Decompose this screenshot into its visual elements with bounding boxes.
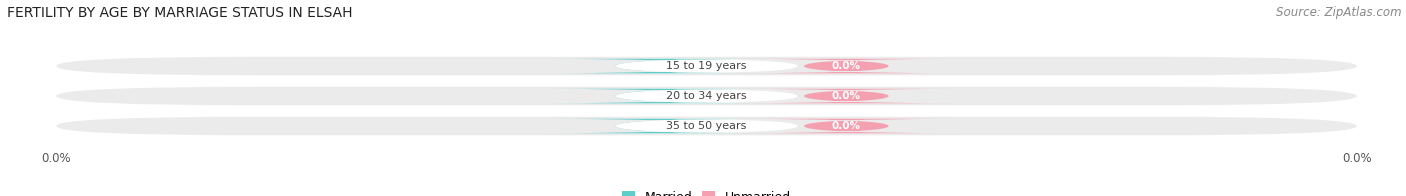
Text: 20 to 34 years: 20 to 34 years <box>666 91 747 101</box>
Text: 35 to 50 years: 35 to 50 years <box>666 121 747 131</box>
FancyBboxPatch shape <box>543 59 773 73</box>
FancyBboxPatch shape <box>616 119 797 133</box>
FancyBboxPatch shape <box>731 89 962 103</box>
Text: 0.0%: 0.0% <box>832 91 860 101</box>
FancyBboxPatch shape <box>56 117 1357 135</box>
FancyBboxPatch shape <box>616 89 797 103</box>
Text: 0.0%: 0.0% <box>832 121 860 131</box>
Text: 0.0%: 0.0% <box>643 61 672 71</box>
Text: 0.0%: 0.0% <box>643 91 672 101</box>
Legend: Married, Unmarried: Married, Unmarried <box>621 191 792 196</box>
FancyBboxPatch shape <box>616 59 797 73</box>
Text: FERTILITY BY AGE BY MARRIAGE STATUS IN ELSAH: FERTILITY BY AGE BY MARRIAGE STATUS IN E… <box>7 6 353 20</box>
Text: 0.0%: 0.0% <box>832 61 860 71</box>
Text: 0.0%: 0.0% <box>643 121 672 131</box>
FancyBboxPatch shape <box>56 57 1357 75</box>
Text: Source: ZipAtlas.com: Source: ZipAtlas.com <box>1277 6 1402 19</box>
FancyBboxPatch shape <box>731 119 962 133</box>
Text: 15 to 19 years: 15 to 19 years <box>666 61 747 71</box>
FancyBboxPatch shape <box>731 59 962 73</box>
FancyBboxPatch shape <box>543 89 773 103</box>
FancyBboxPatch shape <box>543 119 773 133</box>
FancyBboxPatch shape <box>56 87 1357 105</box>
